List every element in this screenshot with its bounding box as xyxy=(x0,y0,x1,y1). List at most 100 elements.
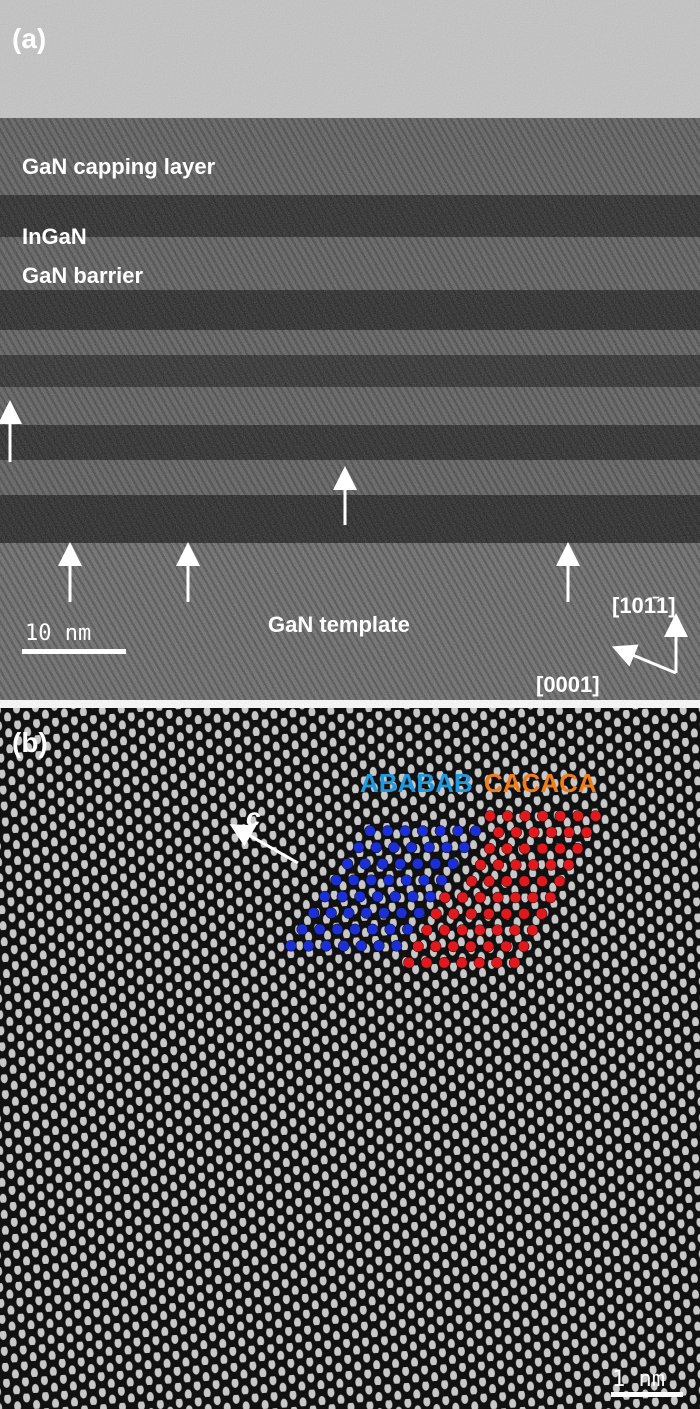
atom xyxy=(527,859,540,871)
atom xyxy=(553,875,566,887)
atom xyxy=(399,825,411,837)
atom xyxy=(473,956,486,969)
atom xyxy=(394,858,406,870)
atom xyxy=(447,940,459,953)
atom xyxy=(429,940,442,953)
atom xyxy=(381,825,394,837)
atom xyxy=(364,825,376,837)
panel-label: (b) xyxy=(12,727,48,758)
atom xyxy=(342,907,355,919)
atom xyxy=(500,940,512,953)
atom xyxy=(384,923,396,936)
atom xyxy=(418,874,430,886)
atom xyxy=(510,859,522,871)
atom xyxy=(435,874,448,886)
panel-a: (a) GaN capping layer InGaN GaN barrier … xyxy=(0,0,700,700)
atom xyxy=(371,890,384,903)
atom xyxy=(465,875,478,887)
atom xyxy=(483,908,495,920)
atom xyxy=(320,940,332,952)
atom xyxy=(536,875,548,887)
atom xyxy=(518,875,531,887)
atom xyxy=(400,874,413,886)
atom xyxy=(571,842,584,855)
atom xyxy=(589,810,602,822)
atom xyxy=(456,924,468,936)
atom xyxy=(501,875,513,887)
atom xyxy=(501,842,513,855)
atom xyxy=(376,858,389,870)
atom xyxy=(389,890,401,903)
atom xyxy=(519,842,531,855)
atom xyxy=(484,810,496,822)
atom xyxy=(359,858,371,870)
atom xyxy=(465,940,477,953)
atom xyxy=(370,841,383,854)
stacking-label: CACACA xyxy=(484,768,597,798)
atom xyxy=(509,891,522,904)
atom xyxy=(352,841,365,854)
atom xyxy=(405,841,418,854)
atom xyxy=(319,890,331,903)
atom xyxy=(509,924,521,936)
atom xyxy=(482,940,495,953)
layer-label: GaN barrier xyxy=(22,263,143,288)
atom xyxy=(447,908,460,920)
atom xyxy=(491,956,503,969)
atom xyxy=(336,890,349,903)
atom xyxy=(456,891,469,904)
atom xyxy=(434,825,447,837)
atom xyxy=(483,875,495,887)
atom xyxy=(474,891,486,904)
scale-label: 1 nm xyxy=(612,1367,665,1392)
atom xyxy=(403,956,415,969)
atom xyxy=(517,940,530,953)
atom xyxy=(373,940,385,952)
atom xyxy=(492,891,504,904)
atom xyxy=(458,841,471,854)
atom-model xyxy=(285,810,602,969)
atom xyxy=(554,810,567,822)
atom xyxy=(519,810,531,822)
atom xyxy=(424,890,437,903)
atom xyxy=(452,825,464,837)
atom xyxy=(402,923,414,936)
atom xyxy=(491,924,504,936)
atom xyxy=(331,923,344,936)
atom xyxy=(501,810,514,822)
atom xyxy=(510,826,522,839)
atom xyxy=(365,874,378,886)
scale-label: 10 nm xyxy=(25,621,91,646)
atom xyxy=(325,907,337,919)
atom xyxy=(412,940,424,953)
atom xyxy=(349,923,361,936)
atom xyxy=(439,891,451,904)
axis-label: c xyxy=(246,802,261,832)
atom xyxy=(474,859,487,871)
atom xyxy=(545,826,558,839)
atom xyxy=(423,841,435,854)
layer-label: GaN capping layer xyxy=(22,154,216,179)
atom xyxy=(500,908,513,920)
atom xyxy=(337,940,350,952)
c-axis-arrow xyxy=(229,824,299,865)
atom xyxy=(492,859,504,871)
atom xyxy=(438,956,450,969)
atom xyxy=(330,874,342,886)
atom xyxy=(527,891,539,904)
atom xyxy=(440,841,453,854)
atom xyxy=(535,908,548,920)
atom xyxy=(474,924,486,936)
atom xyxy=(492,826,505,839)
atom xyxy=(465,908,477,920)
atom xyxy=(413,907,425,919)
atom xyxy=(536,842,549,855)
atom xyxy=(302,940,315,952)
atom xyxy=(383,874,395,886)
atom xyxy=(307,907,320,919)
atom xyxy=(554,842,566,855)
layer-label: GaN template xyxy=(268,612,410,637)
direction-label: [101̄1] xyxy=(612,593,676,618)
atom xyxy=(407,890,419,903)
atom xyxy=(537,810,549,822)
